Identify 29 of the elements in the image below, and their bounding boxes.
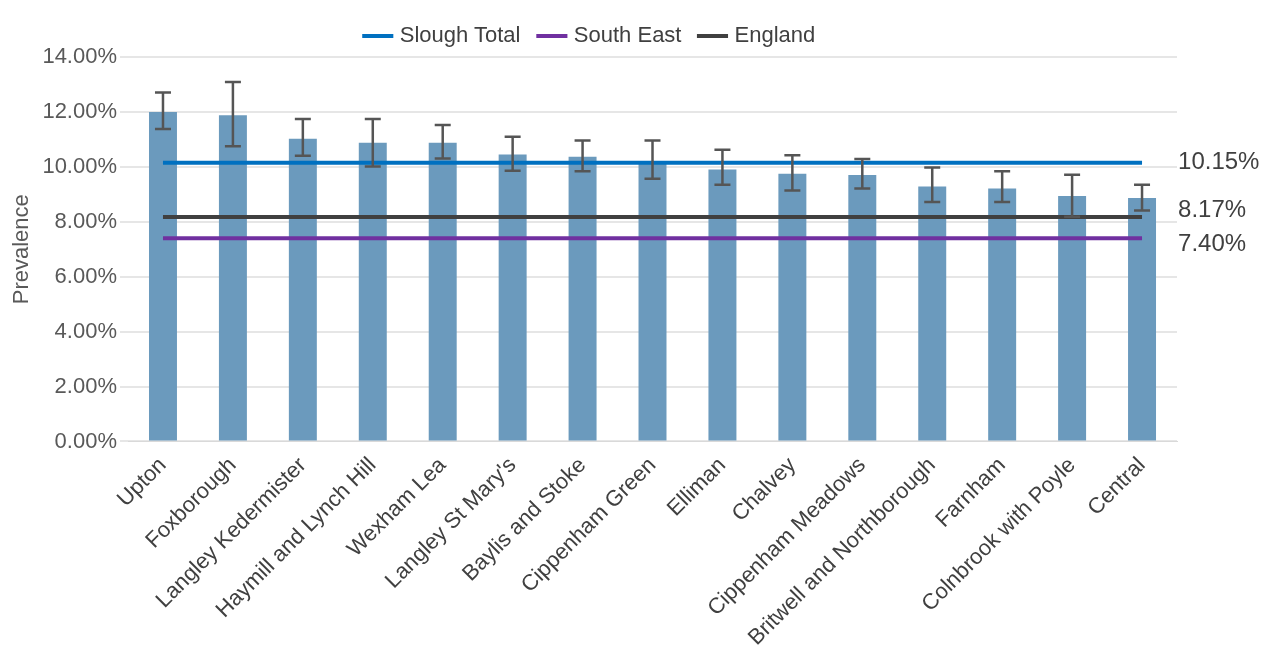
y-tick-label: 2.00% xyxy=(54,372,118,398)
data-label: 10.15% xyxy=(1178,147,1260,175)
bar xyxy=(428,142,457,441)
bar xyxy=(1058,195,1087,441)
y-tick-label: 10.00% xyxy=(42,152,118,178)
legend-label: South East xyxy=(573,22,682,48)
bar xyxy=(708,169,737,441)
y-tick-label: 14.00% xyxy=(42,43,118,69)
y-tick-label: 12.00% xyxy=(42,97,118,123)
bar xyxy=(778,173,807,441)
bar xyxy=(288,138,317,441)
bar xyxy=(568,156,597,441)
legend-label: England xyxy=(734,22,816,48)
bar xyxy=(498,154,527,441)
data-label: 8.17% xyxy=(1178,195,1247,223)
legend-label: Slough Total xyxy=(399,22,521,48)
y-axis-title: Prevalence xyxy=(8,194,34,305)
y-tick-label: 6.00% xyxy=(54,262,118,288)
bar xyxy=(1128,197,1157,441)
bar xyxy=(149,111,177,441)
bar xyxy=(848,175,877,441)
bar xyxy=(358,142,387,441)
y-tick-label: 4.00% xyxy=(54,317,118,343)
y-tick-label: 8.00% xyxy=(54,207,118,233)
y-tick-label: 0.00% xyxy=(54,427,118,453)
data-label: 7.40% xyxy=(1178,229,1247,257)
bar xyxy=(988,188,1017,441)
bar xyxy=(218,115,247,441)
bar xyxy=(918,186,947,441)
